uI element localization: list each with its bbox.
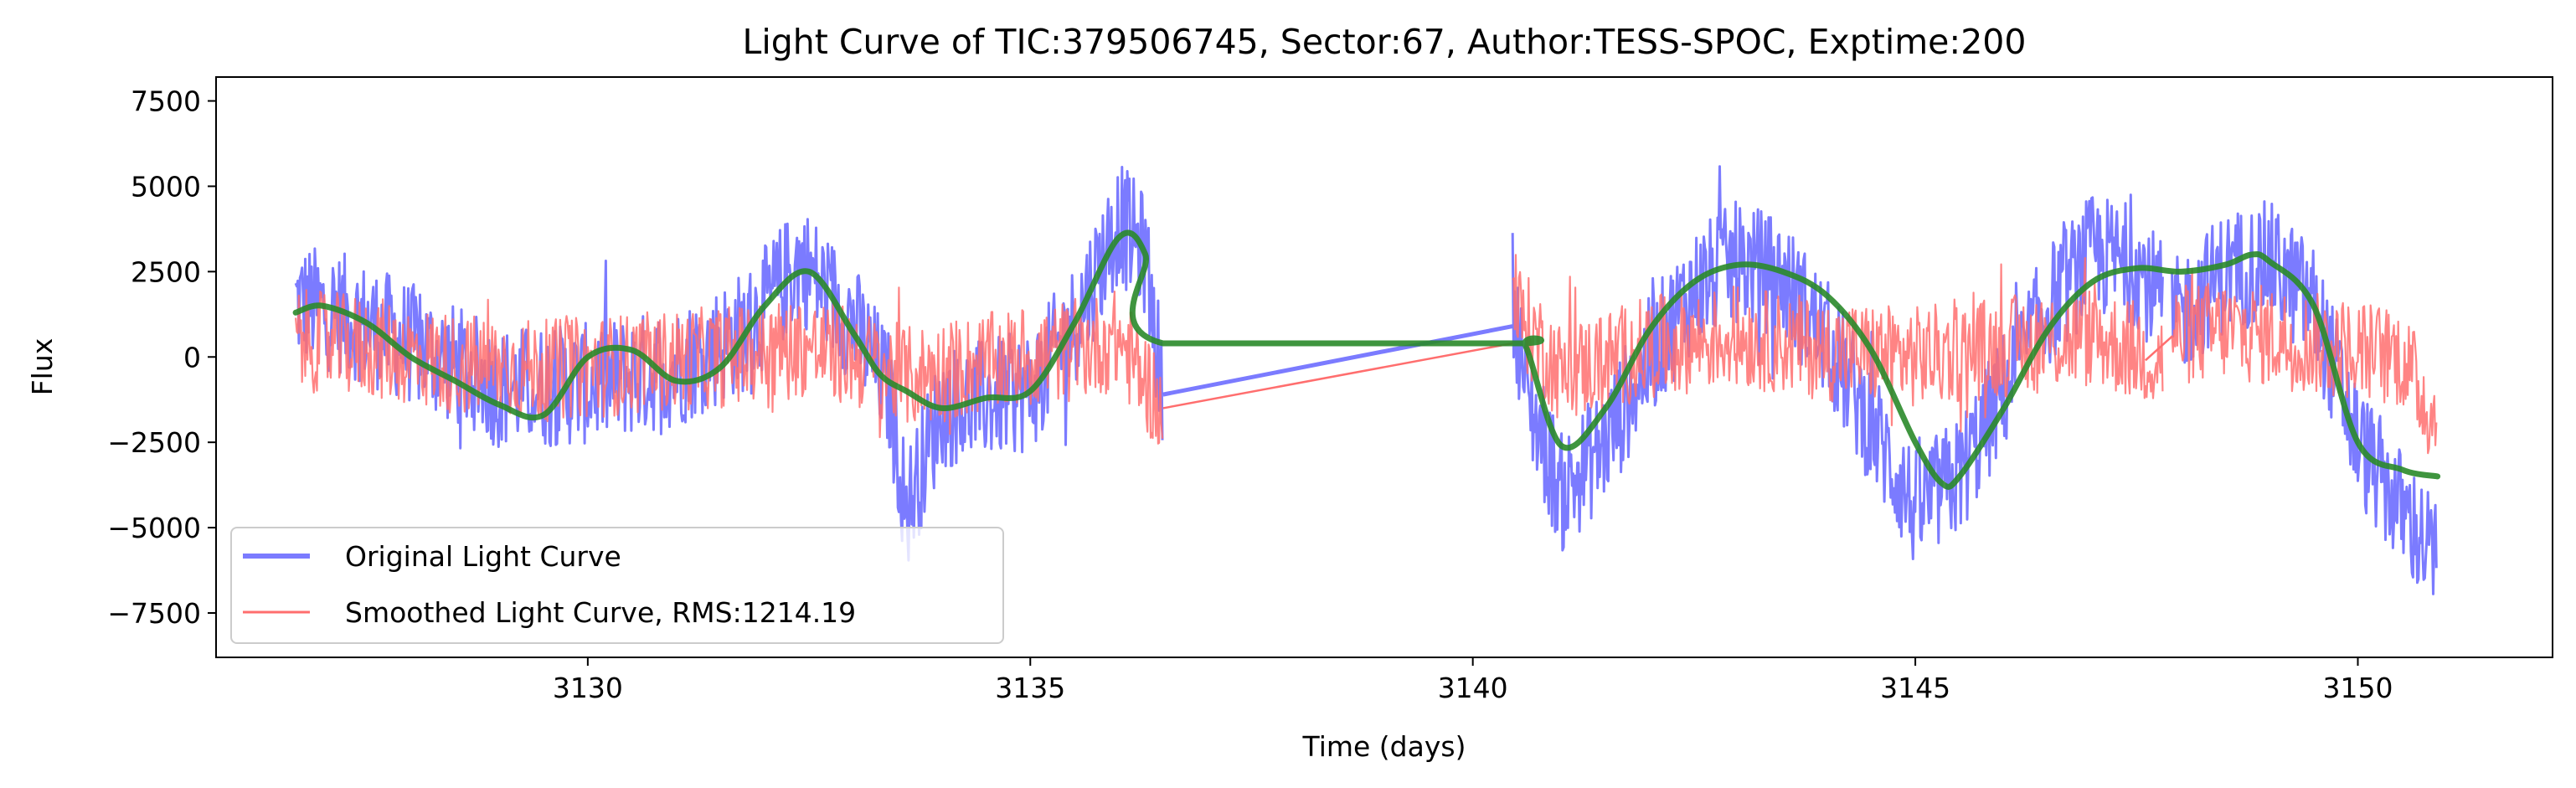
legend-label-smoothed: Smoothed Light Curve, RMS:1214.19 bbox=[345, 596, 856, 629]
y-axis: −7500 −5000 −2500 0 2500 5000 7500 bbox=[107, 85, 216, 630]
smoothed-light-curve-segment bbox=[2171, 267, 2438, 455]
legend-label-original: Original Light Curve bbox=[345, 540, 621, 573]
smoothed-light-curve-segment bbox=[1512, 254, 2164, 433]
plot-frame bbox=[215, 76, 2553, 658]
smoothed-light-curve-gap-line bbox=[1162, 342, 1513, 409]
x-tick-label: 3135 bbox=[995, 672, 1065, 704]
y-tick-label: −2500 bbox=[107, 426, 201, 459]
x-axis-label: Time (days) bbox=[1302, 730, 1466, 763]
legend: Original Light Curve Smoothed Light Curv… bbox=[230, 527, 1004, 644]
x-tick-label: 3140 bbox=[1438, 672, 1508, 704]
y-tick-label: −5000 bbox=[107, 512, 201, 544]
y-tick-label: −7500 bbox=[107, 597, 201, 630]
y-axis-label: Flux bbox=[26, 338, 59, 396]
y-tick-label: 5000 bbox=[131, 170, 201, 203]
smoothed-light-curve-gap-line bbox=[2145, 335, 2173, 362]
x-tick-label: 3130 bbox=[553, 672, 623, 704]
chart-title: Light Curve of TIC:379506745, Sector:67,… bbox=[743, 22, 2027, 62]
y-tick-label: 2500 bbox=[131, 255, 201, 288]
x-tick-label: 3150 bbox=[2323, 672, 2393, 704]
x-axis: 3130 3135 3140 3145 3150 bbox=[553, 657, 2393, 704]
trend-line bbox=[292, 229, 2441, 490]
original-light-curve-gap-line bbox=[1162, 324, 1513, 397]
legend-box bbox=[230, 527, 1004, 644]
y-tick-label: 0 bbox=[183, 341, 201, 373]
x-tick-label: 3145 bbox=[1880, 672, 1950, 704]
smoothed-light-curve-segment bbox=[295, 286, 1164, 445]
y-tick-label: 7500 bbox=[131, 85, 201, 118]
original-light-curve-segment bbox=[1511, 165, 2164, 560]
